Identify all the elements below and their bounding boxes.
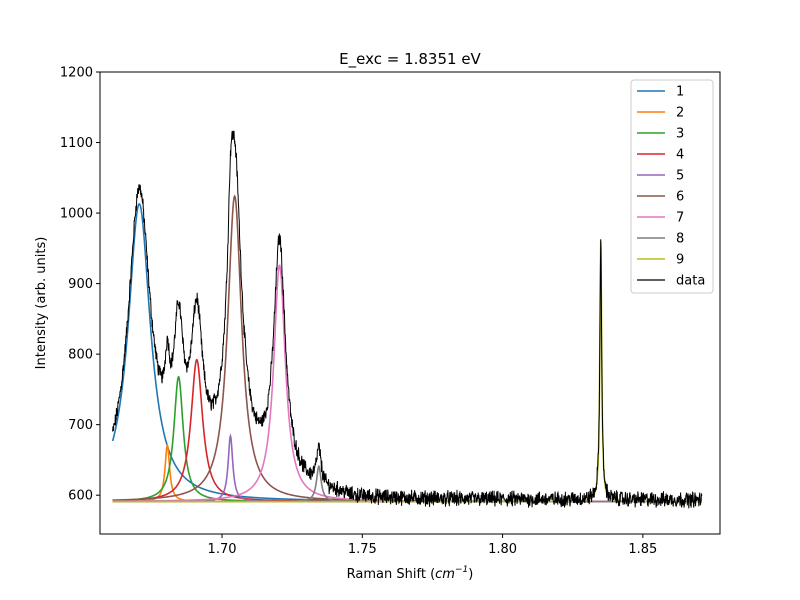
y-axis-ticks: 600 700 800 900 1000 1100 1200 [60, 66, 100, 504]
x-axis-ticks: 1.70 1.75 1.80 1.85 [208, 534, 657, 557]
y-tick-label: 1000 [60, 207, 93, 222]
x-tick-label: 1.85 [628, 542, 657, 557]
series-line-data [112, 130, 703, 509]
x-tick-label: 1.70 [208, 542, 237, 557]
legend-label-3: 3 [676, 127, 684, 142]
legend-label-5: 5 [676, 169, 684, 184]
x-tick-label: 1.75 [348, 542, 377, 557]
y-tick-label: 600 [68, 489, 93, 504]
x-axis-label: Raman Shift (cm−1) [347, 565, 474, 582]
plot-lines [111, 130, 703, 509]
x-tick-label: 1.80 [488, 542, 517, 557]
legend-label-8: 8 [676, 232, 684, 247]
legend-label-2: 2 [676, 106, 684, 121]
legend: 1 2 3 4 5 6 7 8 9 data [630, 79, 714, 294]
legend-label-4: 4 [676, 148, 684, 163]
y-axis-label: Intensity (arb. units) [34, 237, 49, 370]
plot-frame [99, 71, 721, 535]
y-tick-label: 1200 [60, 66, 93, 81]
legend-label-9: 9 [676, 253, 684, 268]
y-tick-label: 700 [68, 418, 93, 433]
legend-label-data: data [676, 274, 705, 289]
legend-label-6: 6 [676, 190, 684, 205]
y-tick-label: 1100 [60, 136, 93, 151]
legend-label-7: 7 [676, 211, 684, 226]
y-tick-label: 800 [68, 348, 93, 363]
chart-title: E_exc = 1.8351 eV [339, 50, 481, 69]
y-tick-label: 900 [68, 277, 93, 292]
legend-label-1: 1 [676, 85, 684, 100]
